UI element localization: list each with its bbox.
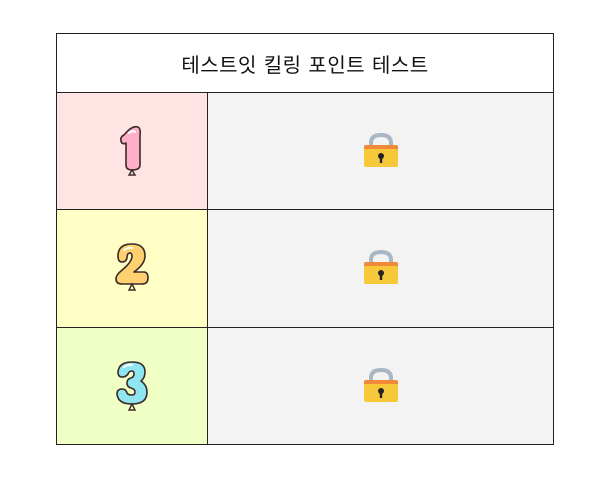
- padlock-icon: [361, 250, 401, 286]
- balloon-number-3-icon: [112, 358, 152, 414]
- locked-slot-3[interactable]: [208, 327, 553, 444]
- locked-slot-2[interactable]: [208, 210, 553, 327]
- balloon-number-1-icon: [114, 123, 150, 179]
- table-row: [57, 327, 553, 444]
- number-cell-3: [57, 327, 208, 444]
- padlock-icon: [361, 367, 401, 404]
- padlock-icon: [361, 133, 401, 169]
- table-row: [57, 93, 553, 211]
- page-title: 테스트잇 킬링 포인트 테스트: [57, 34, 553, 93]
- table-row: [57, 210, 553, 328]
- number-cell-2: [57, 210, 208, 327]
- balloon-number-2-icon: [112, 240, 152, 296]
- number-cell-1: [57, 93, 208, 210]
- test-board: 테스트잇 킬링 포인트 테스트: [56, 33, 554, 445]
- locked-slot-1[interactable]: [208, 93, 553, 210]
